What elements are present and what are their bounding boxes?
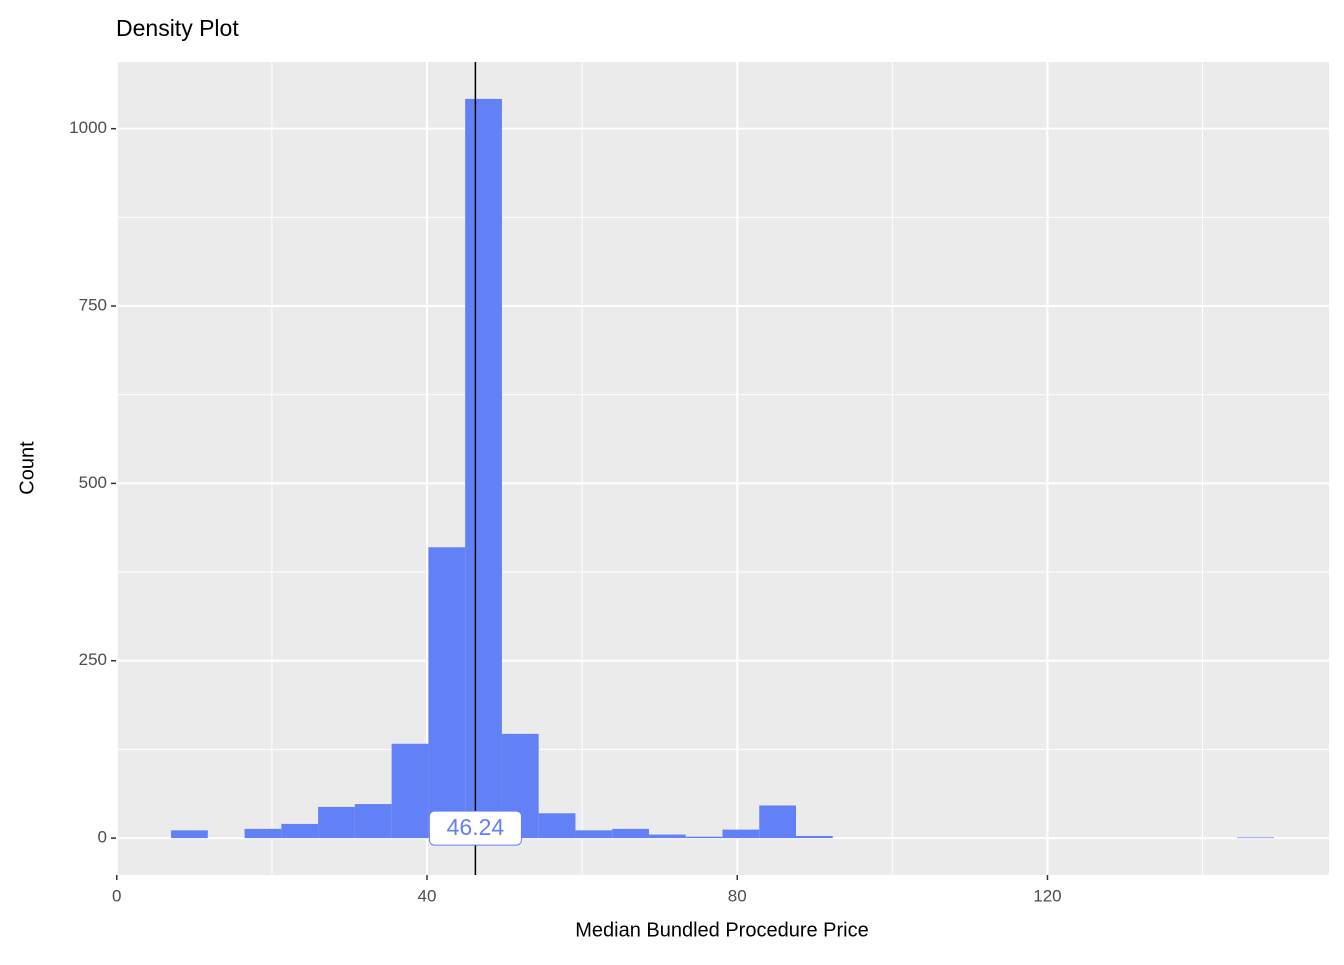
y-tick-label: 1000	[69, 118, 107, 137]
bar	[391, 743, 429, 839]
x-tick-label: 80	[728, 886, 747, 905]
plot-panel	[116, 62, 1329, 875]
y-axis-label: Count	[16, 441, 38, 495]
value-label-box	[428, 810, 522, 846]
bar	[575, 830, 613, 839]
x-tick-label: 0	[112, 886, 121, 905]
x-tick-label: 40	[418, 886, 437, 905]
value-label: 46.24	[447, 814, 505, 840]
y-tick-label: 250	[79, 650, 107, 669]
y-tick-label: 500	[79, 473, 107, 492]
bar	[318, 806, 355, 839]
bar	[685, 836, 723, 839]
bar	[1237, 837, 1274, 839]
bar	[796, 835, 833, 839]
x-tick-label: 120	[1033, 886, 1061, 905]
bar	[465, 98, 502, 839]
y-tick-label: 750	[79, 296, 107, 315]
bar	[722, 829, 760, 839]
bar	[538, 813, 576, 839]
bar	[759, 805, 797, 839]
y-tick-label: 0	[98, 828, 107, 847]
bar	[612, 828, 649, 839]
bar	[428, 547, 466, 839]
bar	[648, 834, 686, 839]
bar	[171, 830, 208, 839]
bar	[281, 823, 319, 839]
bar	[354, 804, 392, 839]
x-axis-label: Median Bundled Procedure Price	[575, 919, 869, 941]
chart-title: Density Plot	[116, 15, 239, 41]
bar	[244, 828, 282, 839]
